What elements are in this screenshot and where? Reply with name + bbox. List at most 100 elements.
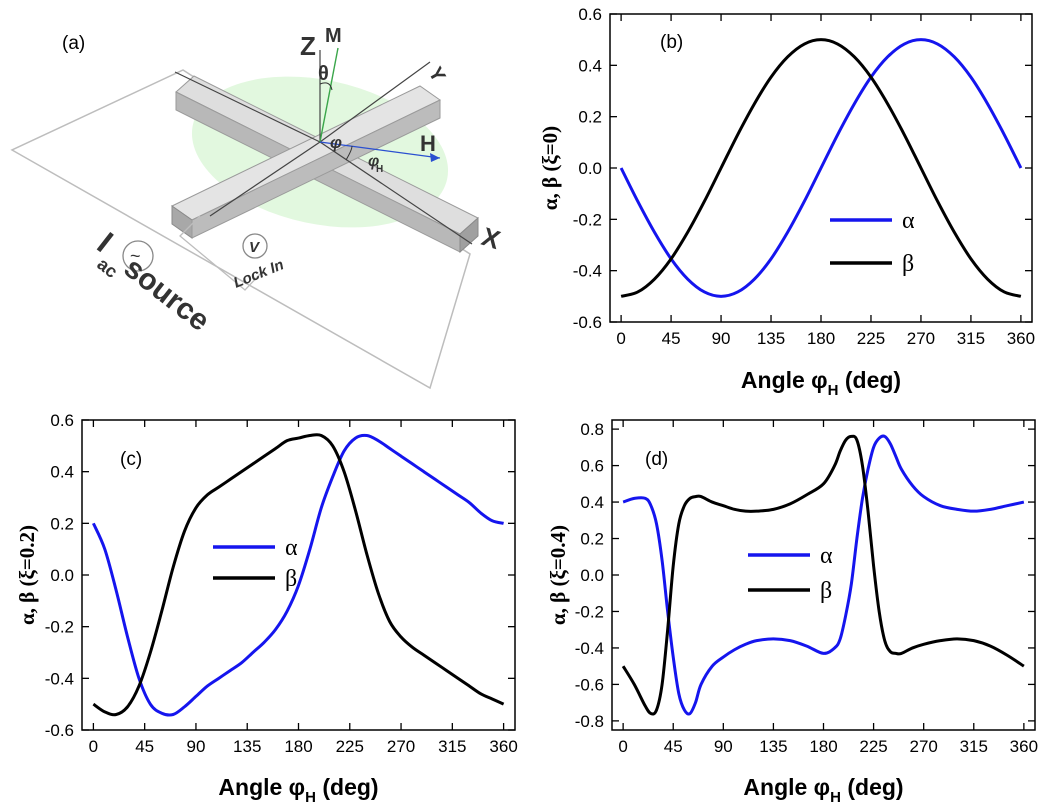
y-tick-label: 0.6 xyxy=(578,5,602,24)
y-tick-label: -0.6 xyxy=(45,721,74,740)
x-tick-label: 225 xyxy=(336,737,364,756)
x-axis-label-main: Angle φ xyxy=(218,774,305,800)
x-tick-label: 0 xyxy=(618,737,627,756)
x-tick-label: 90 xyxy=(712,329,731,348)
x-tick-label: 225 xyxy=(857,329,885,348)
z-axis-label: Z xyxy=(300,31,316,61)
x-tick-label: 45 xyxy=(135,737,154,756)
lock-in-label: Lock In xyxy=(231,256,286,291)
x-axis-label-subscript: H xyxy=(828,382,839,399)
x-tick-label: 315 xyxy=(960,737,988,756)
x-tick-label: 270 xyxy=(909,737,937,756)
y-tick-label: -0.2 xyxy=(573,210,602,229)
series-line-alpha xyxy=(92,433,504,717)
x-axis-label-subscript: H xyxy=(305,789,316,806)
phi-label: φ xyxy=(330,133,342,152)
x-tick-label: 180 xyxy=(284,737,312,756)
y-tick-label: -0.4 xyxy=(575,639,604,658)
x-axis-label: Angle φH (deg) xyxy=(741,367,901,399)
phi-h-label: φ xyxy=(368,153,379,170)
x-tick-label: 135 xyxy=(757,329,785,348)
y-tick-label: 0.0 xyxy=(580,566,604,585)
lockin-wire xyxy=(179,215,263,291)
plot-frame xyxy=(611,419,1036,731)
y-tick-label: 0.6 xyxy=(580,457,604,476)
x-axis-label: Angle φH (deg) xyxy=(743,774,903,806)
legend-label-alpha: α xyxy=(820,543,833,569)
x-axis-label-subscript: H xyxy=(830,789,841,806)
magnetization-label: M xyxy=(325,25,342,47)
x-tick-label: 225 xyxy=(859,737,887,756)
y-tick-label: 0.2 xyxy=(578,108,602,127)
theta-label: θ xyxy=(318,63,329,85)
x-tick-label: 270 xyxy=(907,329,935,348)
x-axis-label: Angle φH (deg) xyxy=(218,774,378,806)
plot-frame xyxy=(81,419,516,731)
y-tick-label: 0.6 xyxy=(50,411,74,430)
x-axis-line xyxy=(319,141,473,245)
phi-h-subscript: H xyxy=(376,164,383,175)
panel-label: (c) xyxy=(120,449,142,470)
y-tick-label: -0.8 xyxy=(575,712,604,731)
y-axis-front-line xyxy=(209,141,321,217)
series-line-beta xyxy=(92,433,505,717)
field-label: H xyxy=(420,131,436,156)
series-line-beta xyxy=(621,434,1025,716)
x-axis-label: X xyxy=(478,221,504,255)
x-tick-label: 270 xyxy=(387,737,415,756)
panel-label: (d) xyxy=(645,449,668,470)
x-tick-label: 135 xyxy=(233,737,261,756)
x-tick-label: 360 xyxy=(1010,737,1038,756)
theta-arc xyxy=(319,82,333,91)
phi-arc xyxy=(345,145,353,161)
y-axis-label: α, β (ξ=0.4) xyxy=(546,525,570,625)
series-line-alpha xyxy=(622,434,1025,716)
voltmeter-label: V xyxy=(249,239,261,256)
y-tick-label: 0.2 xyxy=(580,530,604,549)
y-tick-label: -0.2 xyxy=(45,618,74,637)
legend-label-beta: β xyxy=(285,566,297,592)
x-tick-label: 90 xyxy=(714,737,733,756)
source-word: source xyxy=(118,251,216,338)
x-tick-label: 135 xyxy=(759,737,787,756)
y-axis-line xyxy=(319,61,431,143)
y-tick-label: -0.4 xyxy=(573,262,602,281)
legend-label-beta: β xyxy=(902,251,914,277)
y-tick-label: -0.2 xyxy=(575,602,604,621)
x-axis-label-main: Angle φ xyxy=(743,774,830,800)
x-tick-label: 90 xyxy=(186,737,205,756)
x-tick-label: 360 xyxy=(1007,329,1035,348)
y-tick-label: 0.0 xyxy=(50,566,74,585)
y-tick-label: 0.4 xyxy=(50,463,74,482)
x-tick-label: 180 xyxy=(809,737,837,756)
y-tick-label: 0.2 xyxy=(50,514,74,533)
series-line-beta xyxy=(620,38,1022,298)
y-tick-label: 0.4 xyxy=(580,493,604,512)
y-tick-label: -0.4 xyxy=(45,669,74,688)
panel-d-chart: 0 45 90 135 180 225 270 315 360 -0.8 -0.6 -0.4 -0.2 0… xyxy=(546,419,1038,806)
legend-label-alpha: α xyxy=(285,535,298,561)
x-tick-label: 315 xyxy=(438,737,466,756)
field-arrowhead xyxy=(430,153,440,162)
legend-label-alpha: α xyxy=(902,208,915,234)
series-line-alpha xyxy=(619,38,1023,298)
x-tick-label: 0 xyxy=(616,329,625,348)
x-axis-label-main: Angle φ xyxy=(741,367,828,393)
y-axis-label: α, β (ξ=0.2) xyxy=(15,525,39,625)
y-axis-label: α, β (ξ=0) xyxy=(538,126,562,210)
magnetization-vector xyxy=(319,47,339,143)
y-tick-label: -0.6 xyxy=(573,313,602,332)
y-tick-label: 0.0 xyxy=(578,159,602,178)
panel-a-label: (a) xyxy=(62,33,85,54)
y-tick-label: 0.8 xyxy=(580,420,604,439)
panel-label: (b) xyxy=(660,32,683,53)
cross-arm-y xyxy=(171,85,441,239)
x-axis-label-unit: (deg) xyxy=(841,774,904,800)
ac-source-symbol xyxy=(122,240,154,272)
y-tick-label: -0.6 xyxy=(575,675,604,694)
x-tick-label: 315 xyxy=(957,329,985,348)
legend-label-beta: β xyxy=(820,578,832,604)
x-tick-label: 45 xyxy=(664,737,683,756)
x-tick-label: 180 xyxy=(807,329,835,348)
